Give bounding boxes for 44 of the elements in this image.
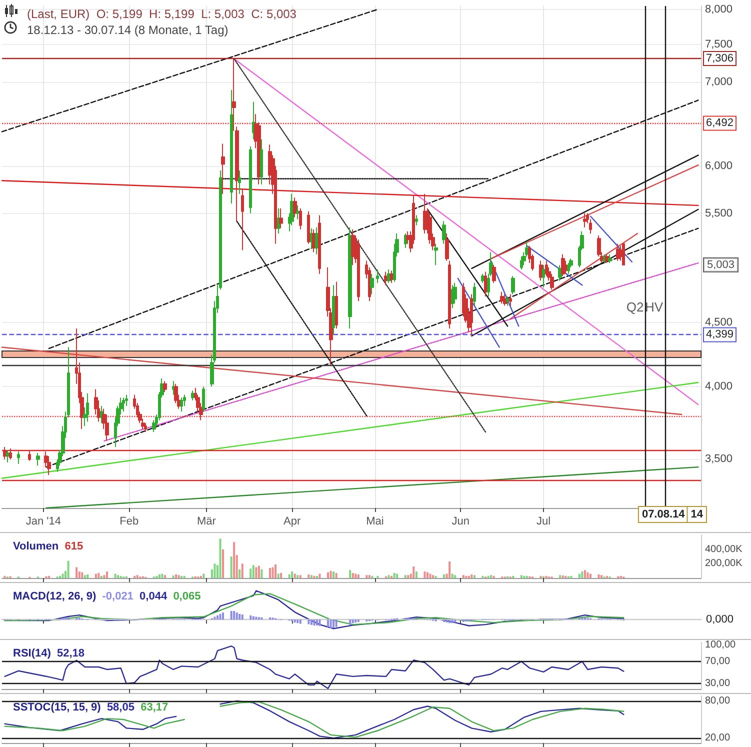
y-tick-label: 7,000 — [705, 76, 733, 88]
x-tick-label: Jan '14 — [26, 516, 62, 528]
text: 14 — [690, 508, 704, 520]
series-label: 58,05 — [106, 702, 134, 714]
ref-line-label: Q2 — [626, 300, 644, 315]
y-tick-label: 5,500 — [705, 207, 733, 220]
y-tick-label: 3,500 — [705, 453, 733, 466]
ref-line-label: HV — [645, 300, 664, 315]
x-tick-label: Jun — [452, 516, 470, 528]
y-tick-label: 400,00K — [705, 544, 743, 555]
series-label: 52,18 — [57, 648, 85, 660]
text: Volumen — [13, 540, 59, 552]
annotation: 615 — [64, 540, 84, 552]
y-tick-label: 8,000 — [705, 3, 733, 16]
annotation: 5,003 — [707, 258, 735, 271]
y-tick-label: 80,00 — [705, 695, 730, 706]
ref-line-label: 4,399 — [706, 328, 734, 341]
chart-title: SSTOC(15, 15, 9) — [13, 702, 102, 714]
ref-line-label: 0,000 — [706, 614, 734, 626]
chart-title: MACD(12, 26, 9) — [13, 590, 96, 602]
series-label: 63,17 — [140, 702, 168, 714]
text: 18.12.13 - 30.07.14 (8 Monate, 1 Tag) — [27, 23, 228, 37]
y-tick-label: 100,00 — [705, 640, 736, 650]
x-tick-label: Apr — [284, 516, 301, 528]
y-tick-label: 4,000 — [705, 380, 733, 393]
y-tick-label: 20,00 — [705, 732, 730, 744]
y-tick-label: 4,500 — [705, 316, 733, 328]
text: RSI(14) — [13, 648, 52, 660]
x-tick-label: Mai — [366, 516, 384, 528]
y-tick-label: 7,500 — [705, 38, 733, 51]
series-label: -0,021 — [102, 590, 134, 602]
series-label: 0,065 — [173, 590, 201, 602]
y-tick-label: 70,00 — [705, 656, 730, 667]
series-label: 0,044 — [140, 590, 168, 602]
x-tick-label: Feb — [120, 516, 139, 528]
chart-title: (Last, EUR) O: 5,199 H: 5,199 L: 5,003 C: 5,003 — [27, 7, 297, 21]
y-tick-label: 200,00K — [705, 558, 743, 570]
x-tick-label: Mär — [196, 516, 216, 528]
text: 07.08.14 — [642, 508, 686, 520]
ref-line-label: 7,306 — [706, 52, 734, 64]
x-tick-label: Jul — [536, 516, 551, 528]
y-tick-label: 6,000 — [705, 160, 733, 172]
y-tick-label: 30,00 — [705, 678, 730, 689]
ref-line-label: 6,492 — [706, 117, 734, 130]
